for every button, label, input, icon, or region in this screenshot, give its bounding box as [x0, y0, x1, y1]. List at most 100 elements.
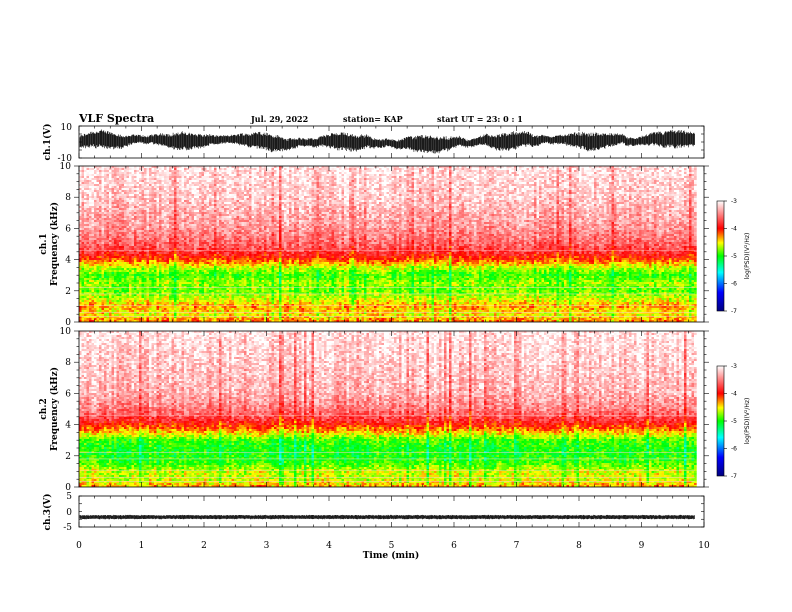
spectrogram-cell: [164, 212, 167, 215]
spectrogram-cell: [89, 258, 92, 261]
spectrogram-cell: [81, 242, 85, 245]
spectrogram-cell: [179, 198, 182, 201]
spectrogram-cell: [219, 306, 222, 309]
spectrogram-cell: [181, 250, 185, 253]
spectrogram-cell: [101, 170, 105, 173]
spectrogram-cell: [131, 170, 135, 173]
spectrogram-cell: [114, 198, 117, 201]
spectrogram-cell: [174, 236, 177, 239]
spectrogram-cell: [111, 210, 115, 213]
spectrogram-cell: [154, 300, 157, 303]
spectrogram-cell: [91, 186, 95, 189]
spectrogram-cell: [144, 278, 147, 281]
spectrogram-cell: [131, 260, 135, 263]
spectrogram-cell: [149, 298, 152, 301]
spectrogram-cell: [214, 278, 217, 281]
spectrogram-cell: [111, 240, 115, 243]
spectrogram-cell: [139, 312, 142, 315]
spectrogram-cell: [201, 236, 205, 239]
spectrogram-cell: [101, 254, 105, 257]
spectrogram-cell: [234, 230, 237, 233]
spectrogram-cell: [219, 212, 222, 215]
spectrogram-cell: [191, 216, 195, 219]
spectrogram-cell: [221, 290, 225, 293]
spectrogram-cell: [91, 246, 95, 249]
spectrogram-cell: [129, 318, 132, 321]
spectrogram-cell: [114, 248, 117, 251]
spectrogram-cell: [186, 306, 190, 309]
spectrogram-cell: [184, 208, 187, 211]
spectrogram-cell: [99, 226, 102, 229]
spectrogram-cell: [219, 168, 222, 171]
spectrogram-cell: [131, 204, 135, 207]
spectrogram-cell: [81, 210, 85, 213]
spectrogram-cell: [194, 184, 197, 187]
spectrogram-cell: [209, 260, 212, 263]
spectrogram-cell: [91, 176, 95, 179]
spectrogram-cell: [204, 306, 207, 309]
spectrogram-cell: [196, 266, 200, 269]
spectrogram-cell: [166, 180, 170, 183]
spectrogram-cell: [109, 244, 112, 247]
spectrogram-cell: [224, 274, 227, 277]
spectrogram-cell: [211, 272, 215, 275]
spectrogram-cell: [109, 254, 112, 257]
spectrogram-cell: [164, 252, 167, 255]
spectrogram-cell: [139, 242, 142, 245]
spectrogram-cell: [114, 234, 117, 237]
spectrogram-cell: [224, 272, 227, 275]
spectrogram-cell: [151, 292, 155, 295]
spectrogram-cell: [184, 180, 187, 183]
spectrogram-cell: [224, 276, 227, 279]
spectrogram-cell: [164, 184, 167, 187]
spectrogram-cell: [196, 174, 200, 177]
spectrogram-cell: [126, 304, 130, 307]
spectrogram-cell: [186, 248, 190, 251]
spectrogram-cell: [84, 270, 87, 273]
spectrogram-cell: [211, 222, 215, 225]
spectrogram-cell: [124, 242, 127, 245]
spectrogram-cell: [99, 236, 102, 239]
spectrogram-cell: [156, 282, 160, 285]
spectrogram-cell: [146, 240, 150, 243]
spectrogram-cell: [94, 170, 97, 173]
spectrogram-cell: [226, 274, 230, 277]
spectrogram-cell: [156, 280, 160, 283]
spectrogram-cell: [79, 252, 82, 255]
spectrogram-cell: [221, 220, 225, 223]
spectrogram-cell: [201, 248, 205, 251]
spectrogram-cell: [194, 292, 197, 295]
spectrogram-cell: [134, 170, 137, 173]
spectrogram-cell: [171, 266, 175, 269]
spectrogram-cell: [139, 174, 142, 177]
spectrogram-cell: [116, 310, 120, 313]
spectrogram-cell: [171, 168, 175, 171]
spectrogram-cell: [141, 306, 145, 309]
spectrogram-cell: [214, 176, 217, 179]
spectrogram-cell: [234, 174, 237, 177]
spectrogram-cell: [149, 222, 152, 225]
spectrogram-cell: [126, 166, 130, 169]
spectrogram-cell: [129, 202, 132, 205]
spectrogram-cell: [94, 290, 97, 293]
spectrogram-cell: [224, 208, 227, 211]
spectrogram-cell: [189, 254, 192, 257]
spectrogram-cell: [116, 172, 120, 175]
spectrogram-cell: [174, 238, 177, 241]
spectrogram-cell: [124, 216, 127, 219]
spectrogram-cell: [81, 280, 85, 283]
spectrogram-cell: [139, 222, 142, 225]
spectrogram-cell: [131, 194, 135, 197]
spectrogram-cell: [194, 296, 197, 299]
spectrogram-cell: [211, 180, 215, 183]
spectrogram-cell: [114, 220, 117, 223]
spectrogram-cell: [124, 166, 127, 169]
spectrogram-cell: [146, 180, 150, 183]
spectrogram-cell: [124, 188, 127, 191]
spectrogram-cell: [221, 218, 225, 221]
spectrogram-cell: [116, 294, 120, 297]
spectrogram-cell: [91, 214, 95, 217]
spectrogram-cell: [201, 298, 205, 301]
spectrogram-cell: [101, 272, 105, 275]
spectrogram-cell: [156, 220, 160, 223]
